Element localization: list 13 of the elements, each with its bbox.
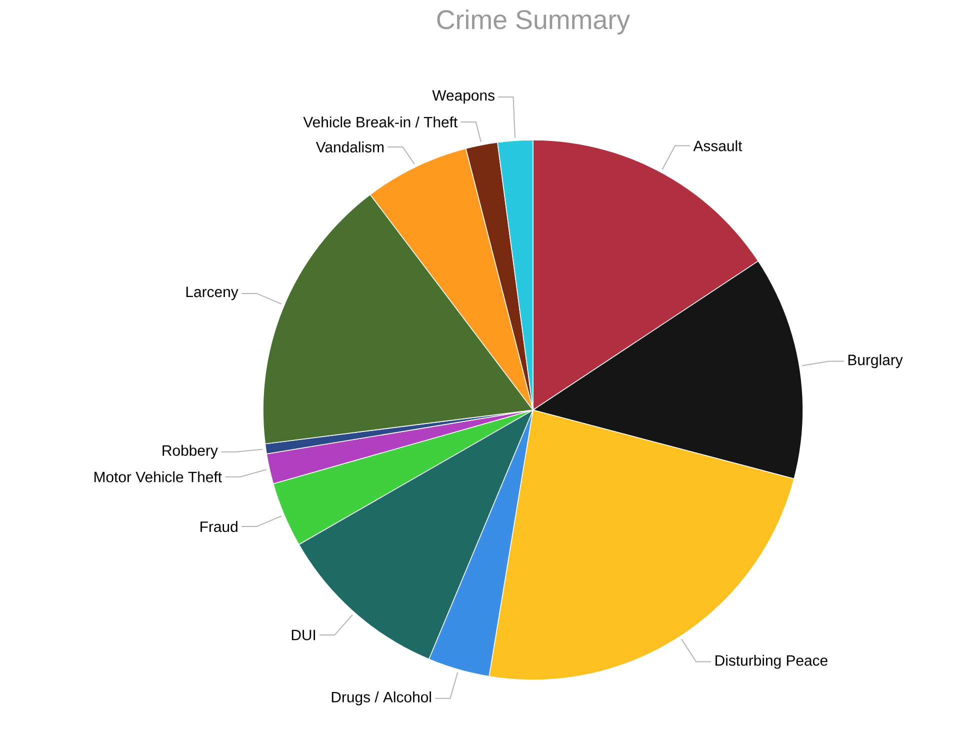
slice-label: Burglary <box>848 354 903 368</box>
slice-label: Fraud <box>200 521 238 532</box>
slice-label: Weapons <box>432 90 494 104</box>
slice-label: Disturbing Peace <box>716 654 828 669</box>
chart-title: Crime Summary <box>437 9 630 35</box>
slice-label: Vehicle Break-in / Theft <box>303 116 458 128</box>
slice-label: Assault <box>693 140 742 152</box>
slice-label: DUI <box>292 630 316 640</box>
slice-label: Robbery <box>162 444 218 459</box>
slice-label: Vandalism <box>316 141 384 152</box>
slice-label: Motor Vehicle Theft <box>94 471 222 482</box>
slice-label: Larceny <box>186 286 238 300</box>
slice-label: Drugs / Alcohol <box>332 691 431 706</box>
